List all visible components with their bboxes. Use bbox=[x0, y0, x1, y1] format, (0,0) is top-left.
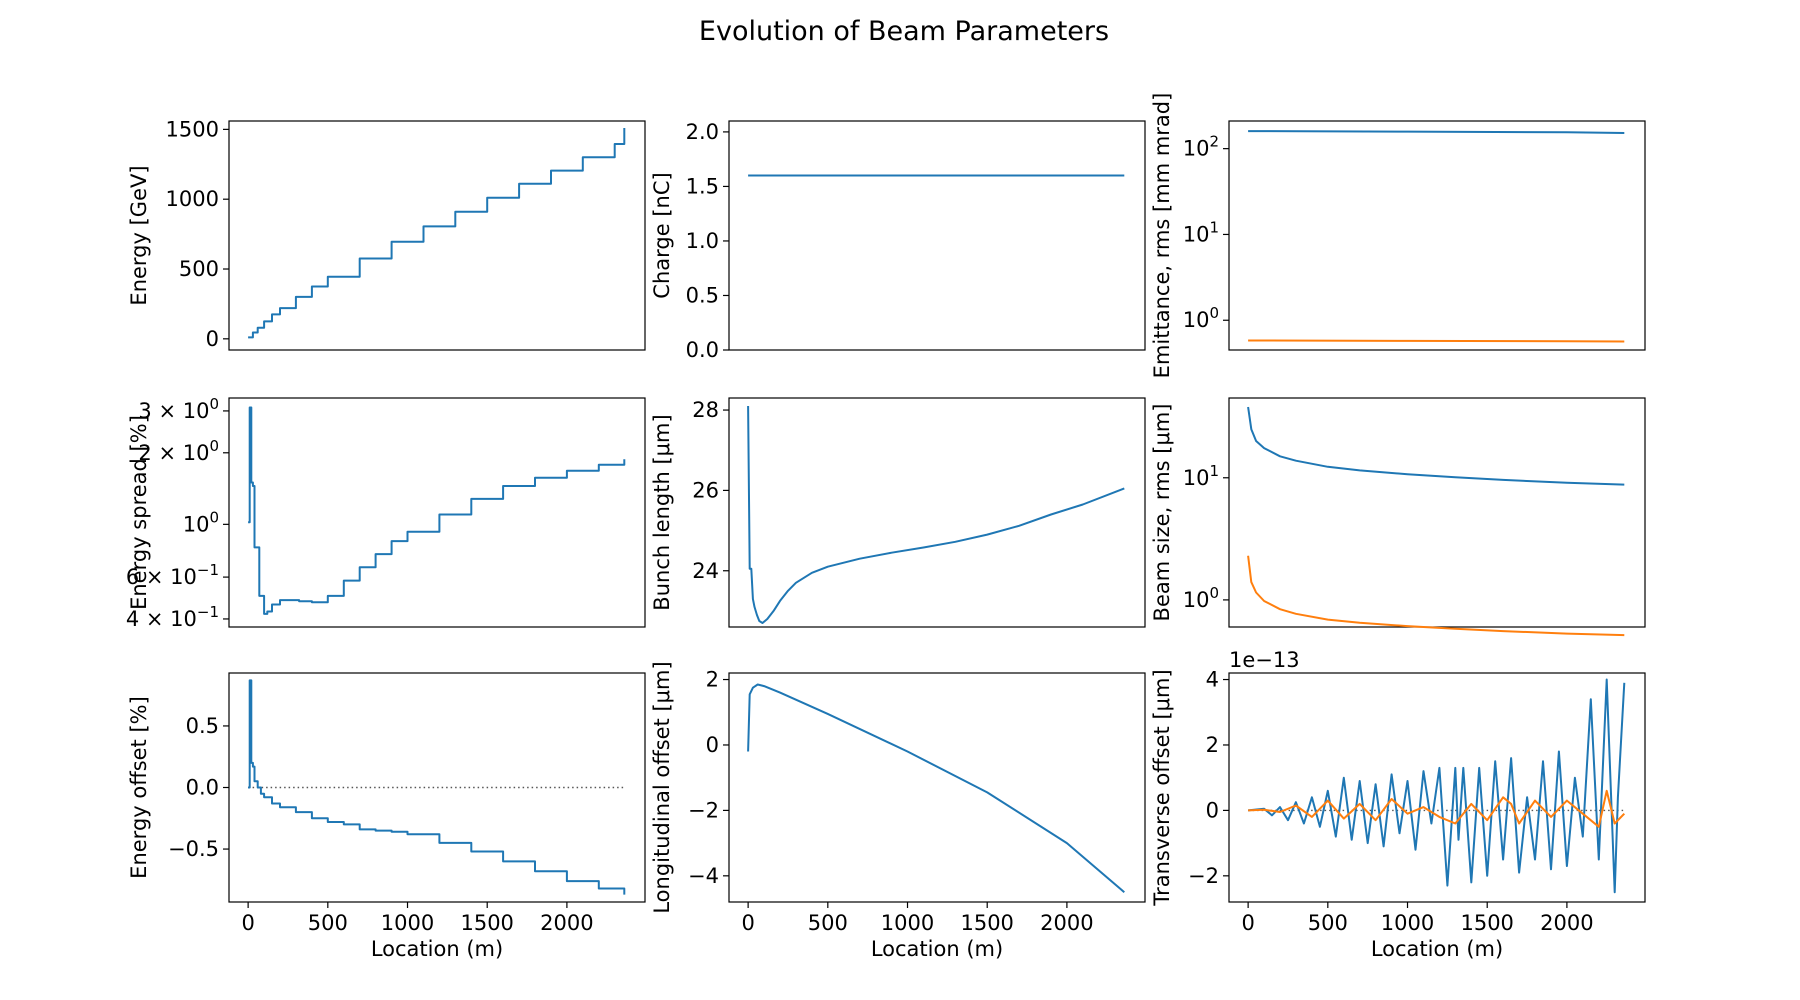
x-tick-label: 2000 bbox=[1540, 911, 1593, 935]
y-tick-label: 0.0 bbox=[686, 338, 719, 362]
axes-frame bbox=[728, 120, 1146, 351]
x-axis-label: Location (m) bbox=[1371, 937, 1503, 961]
y-tick-label: 1000 bbox=[166, 187, 219, 211]
y-tick-label: −2 bbox=[1188, 864, 1219, 888]
y-tick-label: 0 bbox=[706, 733, 719, 757]
y-axis-label: Energy offset [%] bbox=[127, 696, 151, 879]
x-tick-label: 0 bbox=[241, 911, 254, 935]
y-tick-label: 28 bbox=[692, 398, 719, 422]
subplot-4: 4 × 10−1 6 × 10−1 100 2 × 100 3 × 100Energy … bbox=[126, 395, 646, 631]
y-tick-label: 0 bbox=[206, 327, 219, 351]
y-axis-label: Charge [nC] bbox=[650, 172, 674, 298]
axis-offset-text: 1e−13 bbox=[1229, 648, 1300, 672]
axes-frame bbox=[728, 397, 1146, 628]
x-tick-label: 0 bbox=[1241, 911, 1254, 935]
y-axis-label: Beam size, rms [μm] bbox=[1150, 404, 1174, 622]
x-tick-label: 1000 bbox=[381, 911, 434, 935]
series-line-2 bbox=[1247, 555, 1625, 637]
y-tick-label: 101 bbox=[1183, 218, 1219, 246]
y-tick-label: 101 bbox=[1183, 462, 1219, 490]
y-tick-label: 100 bbox=[1183, 584, 1219, 612]
series-line-1 bbox=[1247, 406, 1625, 486]
series-line-1 bbox=[1248, 678, 1626, 894]
subplot-9: −2 0 2 4 0 500 1000 1500 2000 Location (m) Transve… bbox=[1150, 648, 1646, 961]
y-tick-label: 0.5 bbox=[186, 714, 219, 738]
series-line-1 bbox=[248, 406, 626, 615]
y-tick-label: 1.5 bbox=[686, 174, 719, 198]
y-tick-label: 3 × 100 bbox=[138, 395, 219, 423]
y-tick-label: 1.0 bbox=[686, 229, 719, 253]
x-tick-label: 1500 bbox=[960, 911, 1013, 935]
x-tick-label: 0 bbox=[741, 911, 754, 935]
y-tick-label: 0 bbox=[1206, 798, 1219, 822]
axes-frame bbox=[1228, 672, 1646, 903]
axes-frame bbox=[1228, 120, 1646, 351]
x-tick-label: 500 bbox=[808, 911, 848, 935]
y-tick-label: −4 bbox=[688, 864, 719, 888]
series-line-1 bbox=[747, 405, 1125, 624]
y-tick-label: 4 × 10−1 bbox=[126, 603, 219, 631]
axes-frame bbox=[228, 120, 646, 351]
series-line-1 bbox=[248, 128, 626, 339]
y-tick-label: 2 bbox=[706, 668, 719, 692]
y-tick-label: 4 bbox=[1206, 668, 1219, 692]
x-tick-label: 1500 bbox=[1460, 911, 1513, 935]
subplot-7: −0.5 0.0 0.5 0 500 1000 1500 2000 Location (m) En… bbox=[127, 672, 646, 961]
y-axis-label: Energy [GeV] bbox=[127, 165, 151, 305]
x-axis-label: Location (m) bbox=[371, 937, 503, 961]
y-axis-label: Energy spread [%] bbox=[127, 415, 151, 610]
x-axis-label: Location (m) bbox=[871, 937, 1003, 961]
subplot-8: −4 −2 0 2 0 500 1000 1500 2000 Location (m) Longit… bbox=[650, 661, 1146, 961]
x-tick-label: 1000 bbox=[881, 911, 934, 935]
y-tick-label: 26 bbox=[692, 478, 719, 502]
x-tick-label: 500 bbox=[1308, 911, 1348, 935]
y-tick-label: 100 bbox=[1183, 304, 1219, 332]
y-tick-label: 2 × 100 bbox=[138, 437, 219, 465]
subplot-5: 24 26 28 Bunch length [μm] bbox=[650, 397, 1146, 628]
series-line-1 bbox=[248, 679, 626, 895]
y-tick-label: 102 bbox=[1183, 133, 1219, 161]
y-tick-label: 24 bbox=[692, 559, 719, 583]
subplot-1: 0 500 1000 1500 Energy [GeV] bbox=[127, 117, 646, 351]
y-tick-label: 0.0 bbox=[186, 776, 219, 800]
y-tick-label: −2 bbox=[688, 798, 719, 822]
x-tick-label: 2000 bbox=[1040, 911, 1093, 935]
series-line-2 bbox=[1248, 339, 1625, 343]
y-axis-label: Longitudinal offset [μm] bbox=[650, 661, 674, 913]
y-tick-label: 2.0 bbox=[686, 120, 719, 144]
figure-title: Evolution of Beam Parameters bbox=[699, 16, 1109, 47]
y-axis-label: Bunch length [μm] bbox=[650, 414, 674, 610]
y-axis-label: Transverse offset [μm] bbox=[1150, 669, 1174, 906]
y-tick-label: −0.5 bbox=[168, 837, 219, 861]
subplot-2: 0.0 0.5 1.0 1.5 2.0 Charge [nC] bbox=[650, 120, 1146, 362]
subplot-6: 100 101 Beam size, rms [μm] bbox=[1150, 397, 1646, 637]
axes-frame bbox=[228, 397, 646, 628]
y-tick-label: 500 bbox=[179, 257, 219, 281]
y-tick-label: 1500 bbox=[166, 117, 219, 141]
x-tick-label: 500 bbox=[308, 911, 348, 935]
y-tick-label: 100 bbox=[183, 508, 219, 536]
x-tick-label: 1500 bbox=[460, 911, 513, 935]
series-line-1 bbox=[747, 683, 1125, 893]
y-axis-label: Emittance, rms [mm mrad] bbox=[1150, 93, 1174, 379]
y-tick-label: 2 bbox=[1206, 733, 1219, 757]
y-tick-label: 6 × 10−1 bbox=[126, 561, 219, 589]
subplot-3: 100 101 102 Emittance, rms [mm mrad] bbox=[1150, 93, 1646, 379]
x-tick-label: 1000 bbox=[1381, 911, 1434, 935]
axes-frame bbox=[728, 672, 1146, 903]
y-tick-label: 0.5 bbox=[686, 283, 719, 307]
series-line-2 bbox=[1248, 789, 1626, 828]
series-line-1 bbox=[1248, 130, 1625, 134]
x-tick-label: 2000 bbox=[540, 911, 593, 935]
